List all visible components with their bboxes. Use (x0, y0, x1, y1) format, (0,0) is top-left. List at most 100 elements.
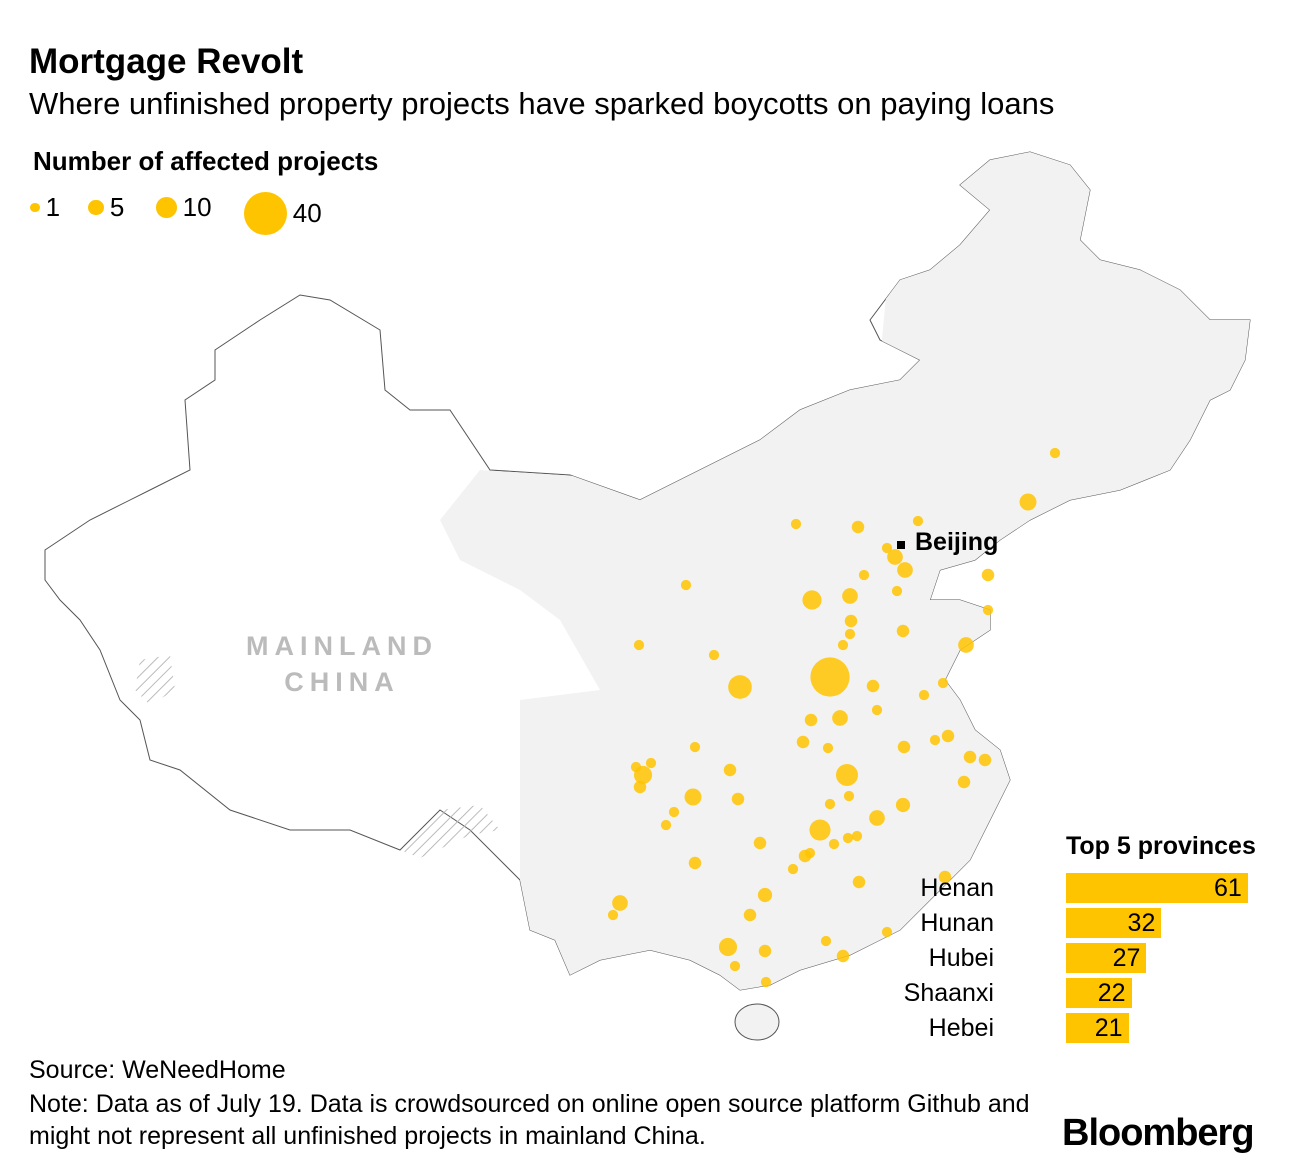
project-bubble (804, 713, 818, 727)
bubbles (607, 447, 1061, 988)
project-bubble (897, 740, 911, 754)
note: Note: Data as of July 19. Data is crowds… (29, 1090, 1030, 1150)
project-bubble (937, 677, 949, 689)
project-bubble (891, 585, 903, 597)
legend-item: 1 (30, 192, 60, 223)
project-bubble (645, 757, 657, 769)
project-bubble (809, 819, 831, 841)
project-bubble (866, 679, 880, 693)
legend-label: 5 (109, 192, 125, 222)
project-bubble (633, 780, 647, 794)
project-bubble (684, 788, 702, 806)
bar: 21 (1066, 1013, 1129, 1043)
project-bubble (963, 750, 977, 764)
project-bubble (869, 810, 885, 826)
project-bubble (633, 639, 645, 651)
project-bubble (982, 604, 994, 616)
project-bubble (802, 590, 822, 610)
project-bubble (896, 624, 910, 638)
project-bubble (760, 976, 772, 988)
project-bubble (728, 675, 752, 699)
bar-chart-title: Top 5 provinces (1066, 832, 1256, 860)
bar-row: Shaanxi 22 (904, 978, 1280, 1008)
project-bubble (824, 798, 836, 810)
project-bubble (832, 710, 848, 726)
project-bubble (731, 792, 745, 806)
project-bubble (820, 935, 832, 947)
project-bubble (957, 775, 971, 789)
project-bubble (852, 875, 866, 889)
bar-row: Hunan 32 (920, 908, 1280, 938)
project-bubble (871, 704, 883, 716)
project-bubble (630, 761, 642, 773)
project-bubble (790, 518, 802, 530)
bar-row: Hubei 27 (929, 943, 1280, 973)
project-bubble (912, 515, 924, 527)
project-bubble (757, 887, 773, 903)
project-bubble (723, 763, 737, 777)
bar-value: 22 (1097, 979, 1126, 1007)
project-bubble (718, 937, 738, 957)
project-bubble (804, 847, 816, 859)
project-bubble (837, 639, 849, 651)
legend-label: 10 (182, 192, 212, 222)
legend-label: 1 (45, 192, 61, 222)
region-label-line2: CHINA (284, 667, 400, 697)
project-bubble (753, 836, 767, 850)
source: Source: WeNeedHome (29, 1056, 286, 1084)
legend-bubble (156, 197, 177, 218)
bar: 61 (1066, 873, 1248, 903)
bar-value: 21 (1094, 1014, 1123, 1042)
legend-bubble (30, 202, 40, 213)
bar: 27 (1066, 943, 1147, 973)
beijing-marker (897, 541, 905, 549)
project-bubble (708, 649, 720, 661)
disputed-area-west (135, 655, 175, 705)
project-bubble (918, 689, 930, 701)
project-bubble (842, 832, 854, 844)
region-label: MAINLAND CHINA (246, 628, 438, 700)
bar-label: Hunan (920, 909, 994, 937)
bar-label: Hebei (928, 1014, 994, 1042)
hainan-island (734, 1003, 780, 1041)
project-bubble (844, 628, 856, 640)
region-label-line1: MAINLAND (246, 631, 438, 661)
project-bubble (981, 568, 995, 582)
legend-bubble (88, 199, 104, 216)
project-bubble (958, 637, 974, 653)
project-bubble (810, 657, 850, 697)
bar-label: Henan (920, 874, 994, 902)
bar-row: Hebei 21 (929, 1013, 1280, 1043)
project-bubble (978, 753, 992, 767)
bar-value: 32 (1127, 909, 1156, 937)
project-bubble (612, 895, 628, 911)
project-bubble (796, 735, 810, 749)
bar-label: Hubei (928, 944, 994, 972)
project-bubble (836, 949, 850, 963)
beijing-label: Beijing (915, 528, 999, 556)
project-bubble (941, 729, 955, 743)
bloomberg-logo: Bloomberg (1062, 1112, 1255, 1154)
project-bubble (929, 734, 941, 746)
project-bubble (680, 579, 692, 591)
bar: 32 (1066, 908, 1162, 938)
disputed-area-south (400, 805, 500, 858)
project-bubble (843, 790, 855, 802)
project-bubble (828, 838, 840, 850)
bar-label: Shaanxi (903, 979, 994, 1007)
project-bubble (729, 960, 741, 972)
legend-label: 40 (292, 197, 322, 228)
project-bubble (1019, 493, 1037, 511)
legend-item: 5 (88, 192, 124, 223)
project-bubble (938, 870, 952, 884)
legend-bubble (244, 192, 287, 235)
project-bubble (881, 542, 893, 554)
title: Mortgage Revolt (29, 42, 304, 81)
bar-value: 61 (1213, 874, 1242, 902)
project-bubble (689, 741, 701, 753)
legend-item: 40 (244, 192, 322, 235)
project-bubble (743, 908, 757, 922)
bar: 22 (1066, 978, 1132, 1008)
project-bubble (881, 926, 893, 938)
